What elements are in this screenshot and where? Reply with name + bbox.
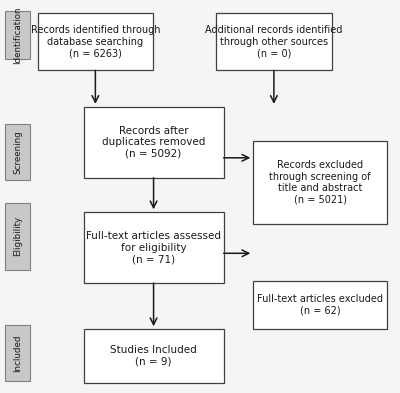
Text: Full-text articles assessed
for eligibility
(n = 71): Full-text articles assessed for eligibil… [86, 231, 221, 264]
Bar [38, 13, 152, 70]
Text: Screening: Screening [13, 130, 22, 174]
Text: Additional records identified
through other sources
(n = 0): Additional records identified through ot… [205, 25, 342, 58]
Text: Studies Included
(n = 9): Studies Included (n = 9) [110, 345, 197, 367]
Bar [216, 13, 332, 70]
Text: Records excluded
through screening of
title and abstract
(n = 5021): Records excluded through screening of ti… [270, 160, 371, 205]
Bar [5, 202, 30, 270]
Bar [84, 107, 224, 178]
Text: Identification: Identification [13, 6, 22, 64]
Bar [5, 124, 30, 180]
Bar [84, 329, 224, 383]
Text: Records identified through
database searching
(n = 6263): Records identified through database sear… [31, 25, 160, 58]
Text: Eligibility: Eligibility [13, 216, 22, 256]
Bar [253, 141, 387, 224]
Text: Records after
duplicates removed
(n = 5092): Records after duplicates removed (n = 50… [102, 126, 205, 159]
Bar [5, 11, 30, 59]
Text: Included: Included [13, 334, 22, 372]
Bar [5, 325, 30, 381]
Text: Full-text articles excluded
(n = 62): Full-text articles excluded (n = 62) [257, 294, 383, 316]
Bar [84, 212, 224, 283]
Bar [253, 281, 387, 329]
